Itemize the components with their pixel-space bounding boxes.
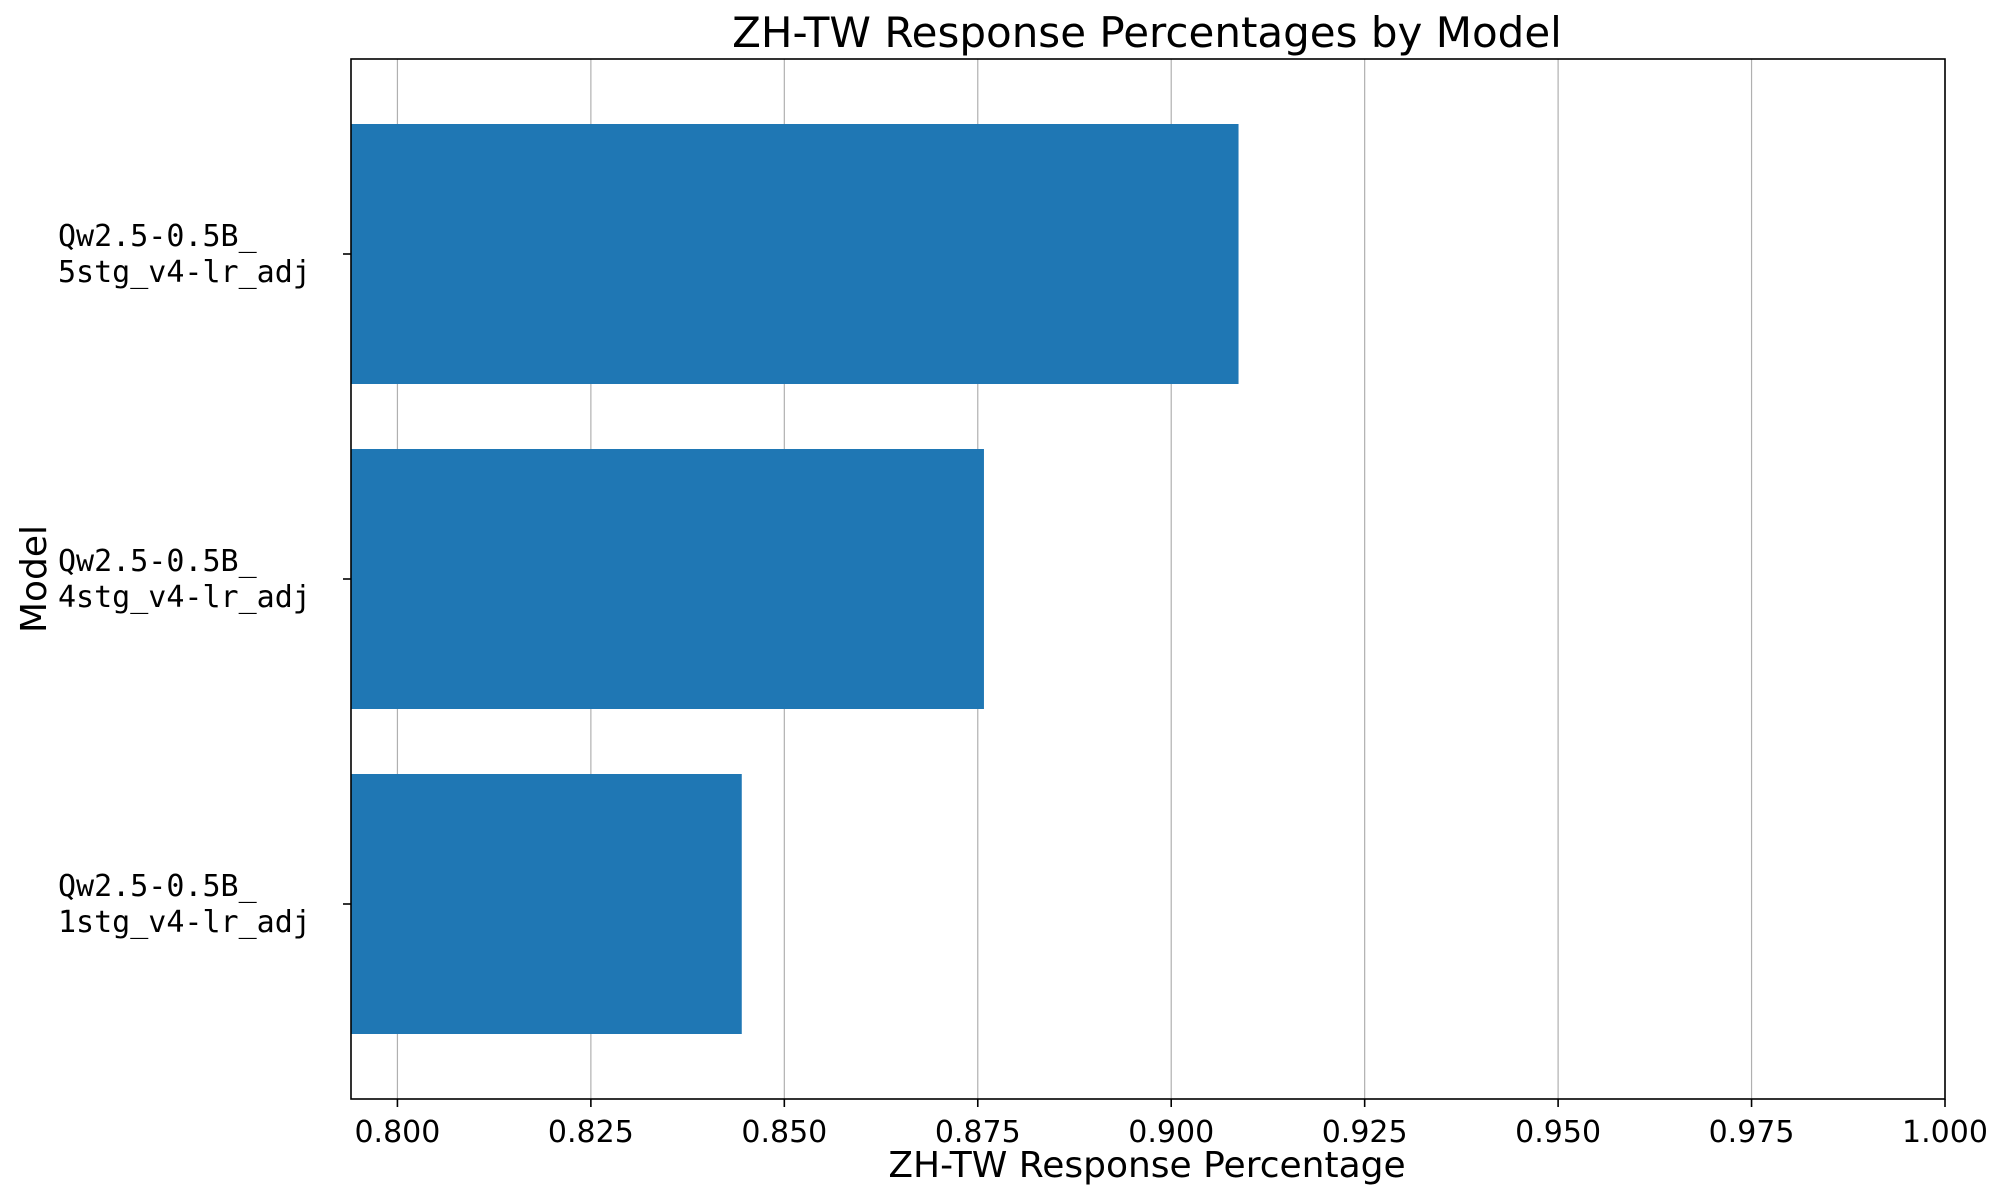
y-tick-label-line: Qw2.5-0.5B_ <box>58 869 258 904</box>
y-tick-label-line: Qw2.5-0.5B_ <box>58 544 258 579</box>
y-tick-label: Qw2.5-0.5B_ 5stg_v4-lr_adj <box>58 219 311 290</box>
x-axis-ticks: 0.800 0.825 0.850 0.875 0.900 0.925 0.950 0.975… <box>354 1099 1988 1150</box>
bar <box>351 774 742 1034</box>
bar <box>351 449 984 709</box>
x-tick-label: 0.975 <box>1709 1115 1795 1150</box>
y-tick-label-line: Qw2.5-0.5B_ <box>58 219 258 254</box>
y-axis-label: Model <box>14 525 55 633</box>
x-axis-label: ZH-TW Response Percentage <box>888 1145 1405 1186</box>
chart-title: ZH-TW Response Percentages by Model <box>732 8 1562 57</box>
x-tick-label: 0.850 <box>741 1115 827 1150</box>
x-tick-label: 0.825 <box>548 1115 634 1150</box>
x-tick-label: 0.875 <box>935 1115 1021 1150</box>
x-tick-label: 0.900 <box>1128 1115 1214 1150</box>
y-tick-label-line: 4stg_v4-lr_adj <box>58 580 311 615</box>
y-tick-label-line: 1stg_v4-lr_adj <box>58 905 311 940</box>
x-tick-label: 1.000 <box>1902 1115 1988 1150</box>
bar <box>351 124 1239 384</box>
y-tick-label-line: 5stg_v4-lr_adj <box>58 255 311 290</box>
x-tick-label: 0.950 <box>1515 1115 1601 1150</box>
x-tick-label: 0.925 <box>1322 1115 1408 1150</box>
x-tick-label: 0.800 <box>354 1115 440 1150</box>
y-tick-label: Qw2.5-0.5B_ 4stg_v4-lr_adj <box>58 544 311 615</box>
bars <box>351 124 1239 1034</box>
y-tick-label: Qw2.5-0.5B_ 1stg_v4-lr_adj <box>58 869 311 940</box>
